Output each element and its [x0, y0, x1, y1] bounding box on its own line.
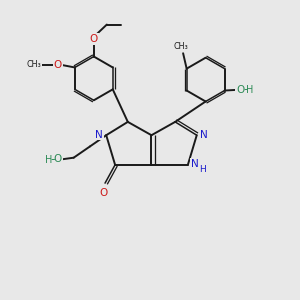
- Text: O: O: [99, 188, 108, 198]
- Text: N: N: [95, 130, 103, 140]
- Text: O: O: [90, 34, 98, 44]
- Text: CH₃: CH₃: [27, 60, 41, 69]
- Text: -: -: [51, 153, 55, 166]
- Text: H: H: [246, 85, 253, 95]
- Text: -: -: [243, 83, 248, 96]
- Text: CH₃: CH₃: [174, 42, 189, 51]
- Text: O: O: [53, 60, 62, 70]
- Text: N: N: [200, 130, 208, 140]
- Text: H: H: [199, 165, 206, 174]
- Text: N: N: [190, 159, 198, 169]
- Text: H: H: [45, 155, 52, 165]
- Text: O: O: [54, 154, 62, 164]
- Text: O: O: [236, 85, 244, 95]
